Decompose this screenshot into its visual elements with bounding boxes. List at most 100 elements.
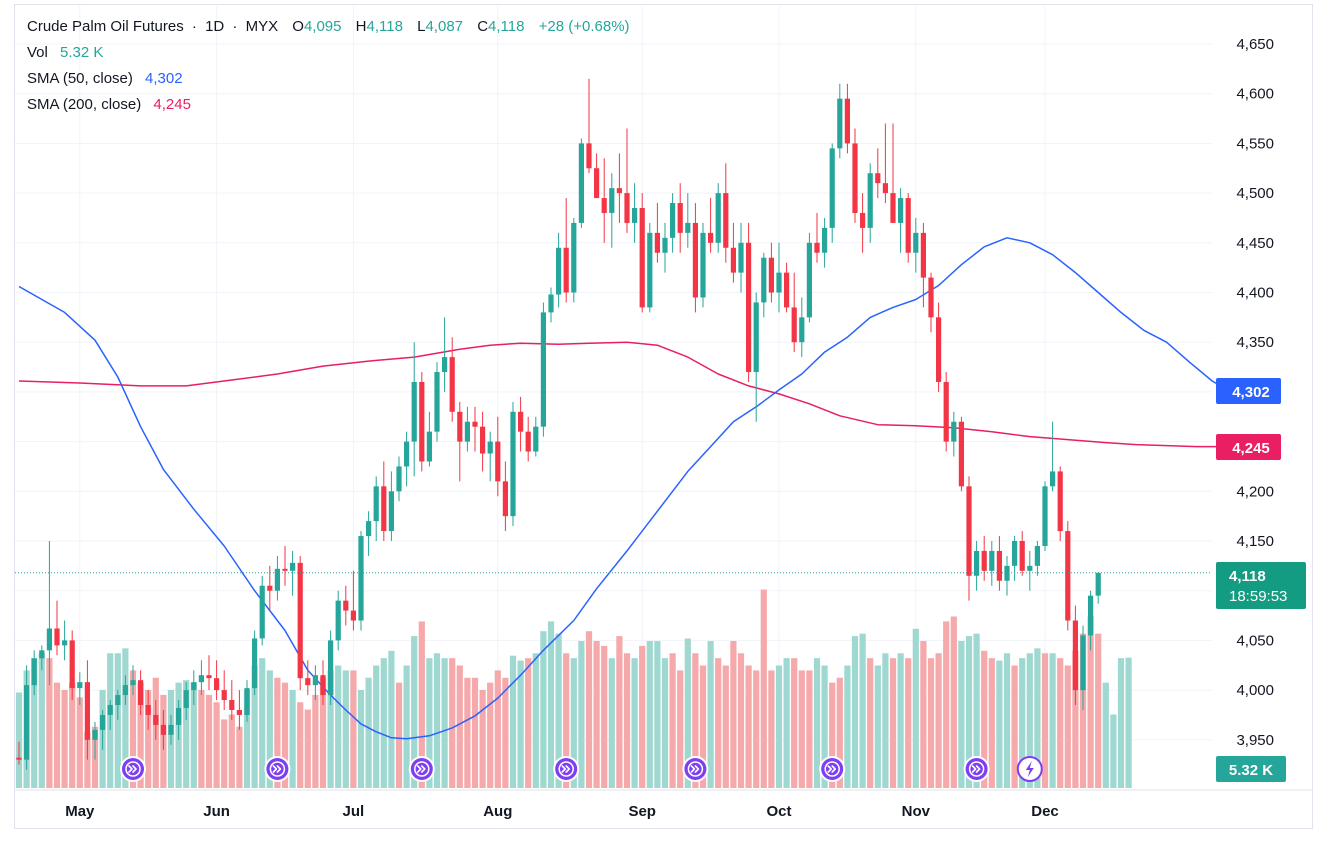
event-icon[interactable] — [682, 756, 709, 782]
candle — [806, 232, 812, 323]
candle-body — [548, 294, 554, 313]
event-icon[interactable] — [408, 756, 435, 782]
candle-body — [723, 193, 729, 248]
time-axis[interactable]: May Jun Jul Aug Sep Oct Nov Dec — [65, 803, 1059, 820]
candle — [844, 83, 850, 154]
candle — [556, 232, 562, 308]
volume-bar — [806, 670, 813, 788]
candle — [274, 555, 280, 601]
candle-body — [806, 242, 812, 318]
candle — [928, 272, 934, 333]
volume-bar — [570, 658, 577, 788]
candle — [206, 655, 212, 691]
event-icon[interactable] — [553, 756, 580, 782]
candle-body — [1065, 531, 1071, 621]
volume-bar — [517, 660, 524, 788]
candle-body — [692, 222, 698, 298]
event-markers[interactable] — [120, 756, 1043, 782]
ohlc-row: Crude Palm Oil Futures · 1D · MYX O4,095… — [27, 18, 630, 35]
candle — [472, 406, 478, 452]
time-tick-label: Jul — [343, 803, 365, 820]
candle-body — [183, 690, 189, 708]
candle — [966, 476, 972, 601]
candle — [913, 217, 919, 273]
price-axis[interactable]: 4,6504,6004,5504,5004,4504,4004,3504,300… — [1236, 36, 1274, 749]
volume-bar — [943, 621, 950, 788]
candle — [943, 372, 949, 452]
candle — [449, 337, 455, 422]
candle-body — [107, 705, 113, 715]
volume-bar — [274, 677, 281, 788]
event-marker-ring — [414, 761, 430, 777]
candle — [624, 128, 630, 233]
candle-body — [571, 222, 577, 293]
candle-body — [259, 585, 265, 639]
candle-body — [776, 272, 782, 293]
candle-body — [761, 257, 767, 303]
candle-body — [639, 208, 645, 308]
candle-body — [442, 357, 448, 373]
volume-bar — [1041, 653, 1049, 788]
candle — [510, 401, 516, 527]
candle-body — [525, 431, 531, 452]
event-icon[interactable] — [819, 756, 846, 782]
candle — [1080, 625, 1086, 710]
volume-bar — [1079, 633, 1087, 788]
candle — [31, 650, 37, 696]
volume-bar — [540, 631, 547, 788]
event-icon[interactable] — [963, 756, 990, 782]
candle — [77, 672, 83, 706]
lightning-icon — [1025, 761, 1034, 777]
candle-body — [715, 193, 721, 243]
candle-body — [267, 585, 273, 591]
volume-bar — [745, 665, 752, 788]
candle — [343, 585, 349, 626]
volume-bar — [905, 658, 912, 788]
candle-body — [563, 247, 569, 293]
candle-body — [434, 372, 440, 432]
volume-bar — [935, 653, 942, 788]
candle-body — [533, 426, 539, 452]
candle-body — [1012, 541, 1018, 566]
candle — [107, 700, 113, 730]
candle-body — [875, 173, 881, 184]
event-marker-dot — [684, 758, 707, 780]
candle — [100, 709, 106, 750]
volume-bar — [889, 658, 897, 788]
candle-body — [852, 143, 858, 213]
volume-bar — [1095, 633, 1102, 788]
candle — [396, 456, 402, 502]
volume-bar — [753, 670, 760, 788]
volume-bar — [646, 641, 653, 788]
event-marker-ring — [824, 761, 840, 777]
candle-body — [236, 709, 242, 715]
candle-body — [1095, 572, 1101, 596]
volume-bar — [844, 665, 851, 788]
candle — [898, 188, 904, 253]
candle — [153, 700, 159, 740]
candle-body — [176, 707, 182, 725]
candle — [487, 431, 493, 482]
price-tick-label: 4,650 — [1236, 36, 1274, 53]
candle — [784, 262, 790, 313]
candle-body — [1042, 486, 1048, 546]
grid — [15, 6, 1212, 789]
candle-body — [153, 714, 159, 725]
candle-body — [814, 242, 820, 253]
news-icon[interactable] — [1016, 756, 1043, 782]
candle-body — [24, 685, 30, 760]
volume-bar — [259, 658, 266, 788]
event-icon[interactable] — [120, 756, 146, 782]
volume-bar — [1034, 648, 1041, 788]
candle-body — [229, 700, 235, 710]
volume-bar — [623, 653, 631, 788]
volume-bar — [502, 677, 509, 788]
event-icon[interactable] — [264, 756, 291, 782]
candle — [715, 183, 721, 253]
volume-bar — [532, 653, 539, 788]
volume-bar — [38, 653, 45, 788]
candle-body — [404, 441, 410, 467]
candle — [160, 709, 166, 750]
